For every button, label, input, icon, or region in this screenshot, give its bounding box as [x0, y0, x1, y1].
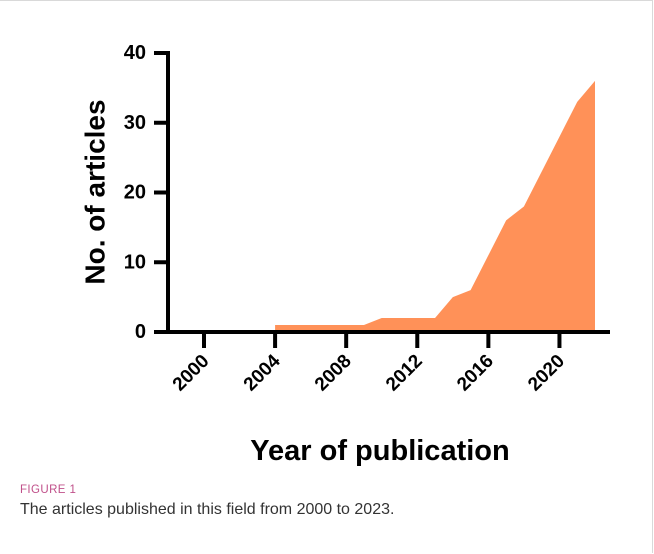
- y-tick-label-0: 0: [135, 321, 146, 343]
- x-tick-label-2020: 2020: [524, 351, 569, 396]
- x-tick-label-2012: 2012: [382, 351, 427, 396]
- y-tick-label-20: 20: [124, 182, 146, 204]
- caption-label: FIGURE 1: [20, 484, 77, 496]
- x-tick-label-2016: 2016: [453, 351, 498, 396]
- area-chart: No. of articles Year of publication 0 10 2…: [80, 42, 610, 467]
- figure-caption: FIGURE 1 The articles published in this …: [20, 482, 640, 520]
- plot-area: 0 10 20 30 40 2000 2004 2008 2012 2016 2020: [124, 42, 610, 395]
- x-tick-label-2008: 2008: [311, 351, 356, 396]
- x-tick-label-2000: 2000: [169, 351, 214, 396]
- x-tick-label-2004: 2004: [240, 350, 285, 395]
- x-axis-label: Year of publication: [250, 435, 509, 467]
- y-axis-label: No. of articles: [80, 99, 111, 284]
- y-tick-label-10: 10: [124, 251, 146, 273]
- y-tick-label-30: 30: [124, 112, 146, 134]
- caption-text: The articles published in this field fro…: [20, 501, 395, 518]
- y-tick-label-40: 40: [124, 42, 146, 64]
- area-series: [275, 80, 595, 333]
